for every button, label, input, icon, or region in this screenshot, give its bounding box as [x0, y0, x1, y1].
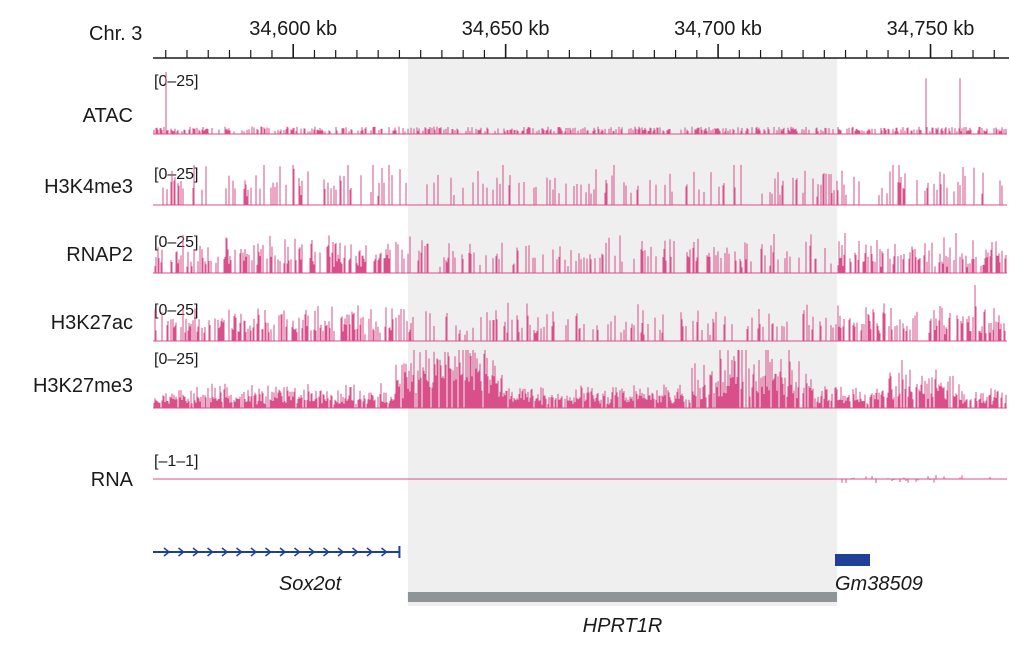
coordinate-axis: 34,600 kb 34,650 kb 34,700 kb 34,750 kb — [153, 18, 1009, 59]
axis-tick-label: 34,700 kb — [674, 18, 762, 40]
track-label: RNA — [91, 469, 134, 491]
track-label: ATAC — [83, 105, 133, 127]
gene-gm38509: Gm38509 — [835, 554, 923, 595]
signal-tracks: ATAC[0–25]H3K4me3[0–25]RNAP2[0–25]H3K27a… — [33, 72, 1007, 491]
strand-arrow — [265, 547, 272, 557]
track-range-label: [0–25] — [154, 302, 198, 319]
strand-arrow — [279, 547, 287, 557]
strand-arrow — [323, 547, 330, 557]
axis-tick-label: 34,650 kb — [462, 18, 550, 40]
gene-label: Gm38509 — [835, 573, 923, 595]
track-signal — [154, 233, 1007, 273]
track-h3k4me3: H3K4me3 [0–25] — [44, 165, 1007, 206]
track-signal — [154, 285, 1006, 341]
highlight-region — [407, 58, 838, 606]
strand-arrow — [192, 547, 200, 557]
strand-arrow — [207, 547, 214, 557]
track-range-label: [–1–1] — [154, 453, 198, 470]
strand-arrow — [294, 547, 301, 557]
track-label: RNAP2 — [66, 244, 133, 266]
axis-tick-label: 34,750 kb — [887, 18, 975, 40]
track-range-label: [0–25] — [154, 166, 198, 183]
track-signal — [841, 475, 991, 483]
strand-arrow — [352, 547, 359, 557]
strand-arrow — [221, 547, 229, 557]
gene-annotations: Sox2ot Gm38509 HPRT1R — [153, 546, 923, 637]
track-label: H3K4me3 — [44, 176, 133, 198]
strand-arrow — [250, 547, 258, 557]
track-range-label: [0–25] — [154, 234, 198, 251]
strand-arrow — [308, 547, 316, 557]
track-rna: RNA [–1–1] — [91, 453, 1007, 491]
track-label: H3K27me3 — [33, 375, 133, 397]
strand-arrow — [366, 547, 374, 557]
track-h3k27ac: H3K27ac [0–25] — [51, 285, 1007, 342]
track-range-label: [0–25] — [154, 73, 198, 90]
gene-sox2ot: Sox2ot — [153, 546, 401, 595]
region-bar-label: HPRT1R — [583, 615, 663, 637]
strand-arrow — [381, 547, 388, 557]
track-h3k27me3: H3K27me3 [0–25] — [33, 350, 1007, 409]
track-rnap2: RNAP2 [0–25] — [66, 233, 1007, 274]
track-signal — [153, 350, 1007, 408]
gene-block — [835, 554, 870, 566]
region-bar — [407, 592, 838, 602]
track-label: H3K27ac — [51, 312, 133, 334]
chromosome-label: Chr. 3 — [89, 23, 142, 45]
region-bar-group: HPRT1R — [407, 592, 838, 637]
strand-arrow — [236, 547, 243, 557]
track-signal — [162, 165, 1003, 205]
track-atac: ATAC [0–25] — [83, 72, 1007, 135]
strand-arrow — [337, 547, 345, 557]
strand-arrow — [178, 547, 185, 557]
gene-label: Sox2ot — [279, 573, 343, 595]
axis-tick-label: 34,600 kb — [249, 18, 337, 40]
strand-arrow — [163, 547, 171, 557]
track-signal — [153, 72, 1007, 134]
track-range-label: [0–25] — [154, 351, 198, 368]
